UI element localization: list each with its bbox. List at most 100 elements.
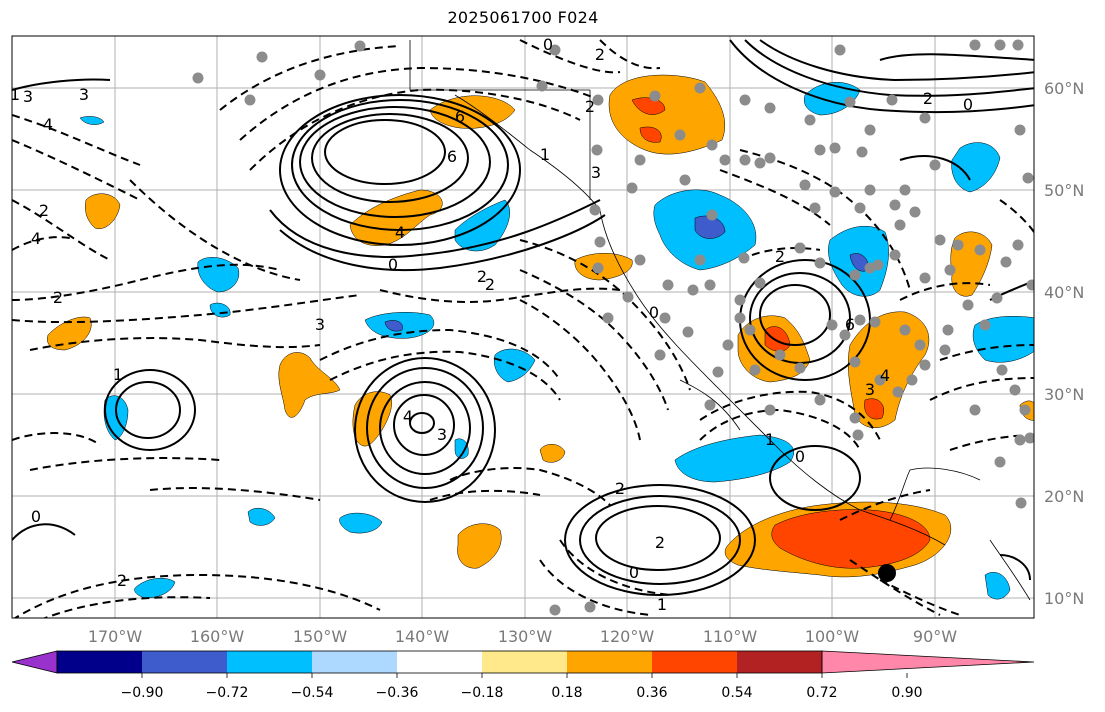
contour-value-label: 3: [437, 425, 447, 444]
contour-value-label: 3: [865, 380, 875, 399]
station-dot: [1012, 239, 1024, 251]
contour-value-label: 0: [388, 255, 398, 274]
station-dot: [754, 157, 766, 169]
station-dot: [852, 429, 864, 441]
negative-region: [984, 572, 1011, 600]
colorbar: [11, 650, 1035, 674]
station-dot: [974, 244, 986, 256]
station-dot: [256, 51, 268, 63]
station-dot: [886, 94, 898, 106]
longitude-labels: 170°W 160°W 150°W 140°W 130°W 120°W 110°W 100°W…: [88, 627, 957, 646]
latitude-tick-label: 50°N: [1044, 181, 1084, 200]
contour-value-label: 1: [10, 85, 20, 104]
positive-region: [608, 74, 726, 155]
contour-value-label: 4: [31, 229, 41, 248]
station-dot: [536, 80, 548, 92]
station-dot: [1000, 256, 1012, 268]
positive-region: [429, 95, 516, 129]
station-dot: [1009, 384, 1021, 396]
station-dot: [874, 374, 886, 386]
contour-value-label: 2: [39, 201, 49, 220]
station-dot: [809, 202, 821, 214]
station-dot: [814, 144, 826, 156]
colorbar-segment: [567, 651, 652, 673]
contour-value-label: 3: [79, 85, 89, 104]
station-dot: [969, 39, 981, 51]
highlight-point: [878, 564, 896, 582]
colorbar-segment: [312, 651, 397, 673]
contour-value-label: 1: [113, 365, 123, 384]
station-dot: [962, 299, 974, 311]
contour-value-label: 1: [765, 430, 775, 449]
station-dot: [894, 219, 906, 231]
colorbar-tick-label: −0.36: [376, 685, 419, 701]
station-dot: [914, 339, 926, 351]
station-dot: [799, 179, 811, 191]
station-dot: [952, 239, 964, 251]
station-dot: [764, 404, 776, 416]
colorbar-extend-low: [11, 650, 58, 674]
station-dot: [602, 312, 614, 324]
station-dot: [244, 94, 256, 106]
station-dot: [844, 96, 856, 108]
station-dot: [687, 284, 699, 296]
station-dot: [584, 601, 596, 613]
station-dot: [654, 349, 666, 361]
station-dot: [774, 349, 786, 361]
station-dot: [856, 146, 868, 158]
longitude-tick-label: 90°W: [913, 627, 957, 646]
station-dot: [764, 152, 776, 164]
contour-value-label: 2: [595, 45, 605, 64]
station-dot: [872, 259, 884, 271]
colorbar-extend-high: [821, 650, 1035, 674]
map-frame: [11, 35, 1035, 619]
contour-value-label: 0: [795, 447, 805, 466]
station-dot: [826, 319, 838, 331]
colorbar-segment: [482, 651, 567, 673]
positive-region: [848, 311, 930, 428]
station-dot: [626, 182, 638, 194]
colorbar-labels: −0.90 −0.72 −0.54 −0.36 −0.18 0.18 0.36 0.54 0.7…: [121, 673, 923, 701]
contour-value-label: 0: [963, 95, 973, 114]
colorbar-tick-label: 0.90: [891, 685, 922, 701]
contour-value-label: 0: [543, 35, 553, 54]
station-dot: [919, 272, 931, 284]
longitude-tick-label: 160°W: [190, 627, 245, 646]
station-dot: [869, 316, 881, 328]
station-dot: [892, 386, 904, 398]
station-dot: [994, 456, 1006, 468]
station-dot: [899, 324, 911, 336]
longitude-tick-label: 170°W: [88, 627, 143, 646]
station-dot: [854, 202, 866, 214]
station-dot: [929, 159, 941, 171]
colorbar-segment: [652, 651, 737, 673]
contour-value-label: 2: [477, 267, 487, 286]
shaded-anomaly-regions: [47, 74, 1034, 600]
colorbar-tick-label: −0.90: [121, 685, 164, 701]
contour-value-label: 2: [775, 247, 785, 266]
contour-value-label: 0: [649, 303, 659, 322]
station-dot: [314, 69, 326, 81]
station-dot: [694, 82, 706, 94]
station-dot: [659, 312, 671, 324]
station-dot: [991, 292, 1003, 304]
station-dot: [1024, 432, 1034, 444]
station-dot: [719, 154, 731, 166]
station-dot: [738, 252, 750, 264]
station-dot: [592, 94, 604, 106]
contour-value-label: 1: [657, 595, 667, 614]
negative-region: [134, 577, 176, 599]
contour-value-label: 3: [315, 315, 325, 334]
coastlines: [409, 40, 1031, 601]
colorbar-tick-label: −0.54: [291, 685, 334, 701]
colorbar-tick-label: −0.18: [461, 685, 504, 701]
station-dot: [674, 129, 686, 141]
station-dot: [754, 277, 766, 289]
station-dot: [939, 344, 951, 356]
colorbar-segment: [142, 651, 227, 673]
negative-region: [951, 142, 1001, 193]
colorbar-outline: [56, 650, 823, 674]
station-dot: [622, 291, 634, 303]
colorbar-tick-label: 0.18: [551, 685, 582, 701]
